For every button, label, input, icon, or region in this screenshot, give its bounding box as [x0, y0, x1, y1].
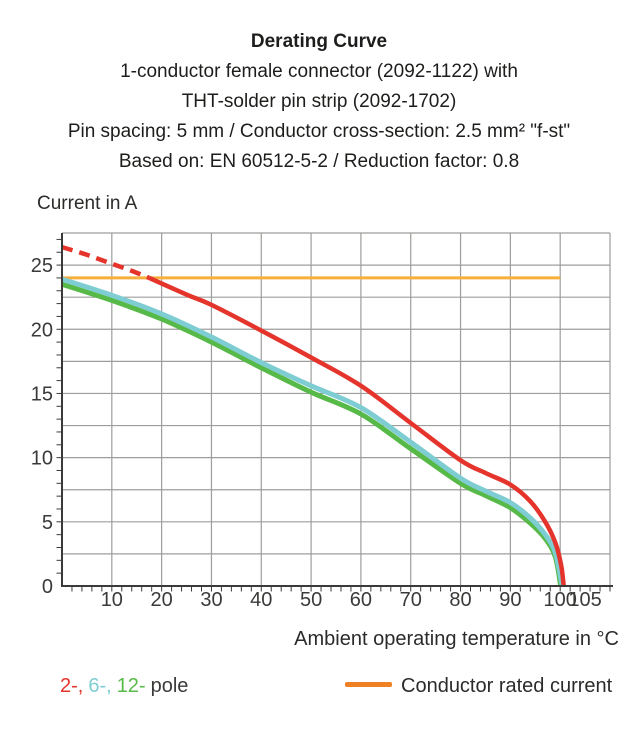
chart-subtitle-line-2: THT-solder pin strip (2092-1702) — [181, 91, 457, 112]
svg-text:100: 100 — [543, 589, 576, 611]
rated-current-label: Conductor rated current — [401, 675, 613, 697]
legend-12-pole: 12- — [116, 675, 146, 697]
svg-text:50: 50 — [300, 589, 322, 611]
title-block: Derating Curve 1-conductor female connec… — [0, 27, 638, 177]
svg-text:10: 10 — [31, 448, 53, 470]
svg-text:5: 5 — [42, 512, 53, 534]
svg-text:70: 70 — [400, 589, 422, 611]
svg-text:105: 105 — [568, 589, 601, 611]
rated-current-swatch — [345, 682, 392, 687]
svg-text:40: 40 — [250, 589, 272, 611]
y-axis-title: Current in A — [37, 193, 138, 214]
svg-text:20: 20 — [151, 589, 173, 611]
chart-subtitle-line-3: Pin spacing: 5 mm / Conductor cross-sect… — [67, 121, 571, 142]
svg-text:10: 10 — [101, 589, 123, 611]
chart-subtitle-line-1: 1-conductor female connector (2092-1122)… — [120, 61, 518, 82]
svg-text:60: 60 — [350, 589, 372, 611]
svg-text:90: 90 — [499, 589, 521, 611]
chart-title: Derating Curve — [250, 31, 388, 52]
legend-poles: 2-, 6-, 12- pole — [60, 675, 193, 698]
svg-text:20: 20 — [31, 319, 53, 341]
legend-2-pole: 2-, — [60, 675, 84, 697]
svg-text:80: 80 — [449, 589, 471, 611]
svg-text:25: 25 — [31, 255, 53, 277]
svg-text:30: 30 — [200, 589, 222, 611]
svg-text:15: 15 — [31, 383, 53, 405]
svg-text:0: 0 — [42, 576, 53, 598]
legend-pole-word: pole — [150, 675, 189, 697]
legend-6-pole: 6-, — [88, 675, 112, 697]
chart-subtitle-line-4: Based on: EN 60512-5-2 / Reduction facto… — [118, 151, 520, 172]
x-axis-title: Ambient operating temperature in °C — [294, 628, 619, 650]
